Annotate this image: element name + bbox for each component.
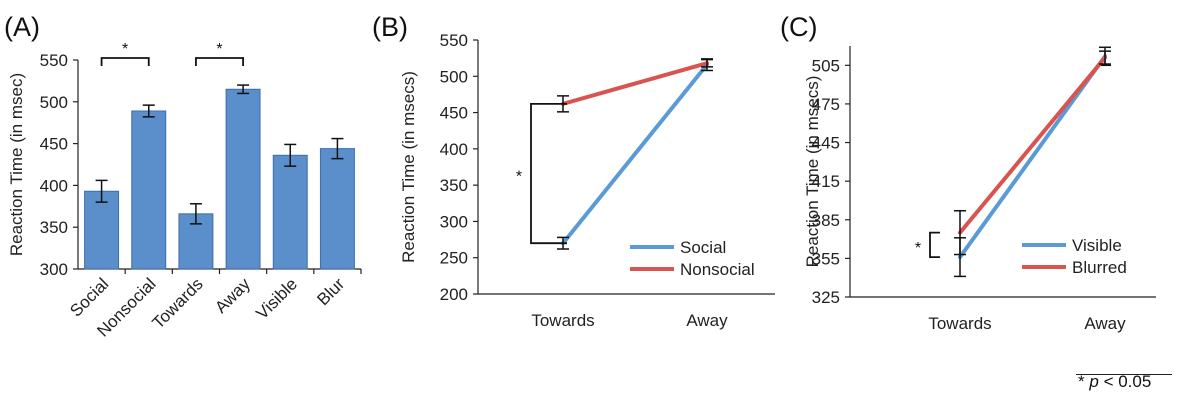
panel-3-y-tick-label: 385 — [812, 211, 840, 230]
panel-2-y-tick-label: 400 — [440, 140, 468, 159]
panel-2-y-tick-label: 450 — [440, 104, 468, 123]
panel-1-sig-star-2: * — [216, 41, 222, 58]
panel-1-y-tick-label: 400 — [40, 176, 68, 195]
panel-1-y-tick-label: 550 — [40, 51, 68, 70]
panel-2-y-tick-label: 300 — [440, 212, 468, 231]
panel-1-bar-social — [84, 190, 120, 270]
panel-2-label: (B) — [372, 12, 408, 42]
panel-3-y-tick-label: 445 — [812, 134, 840, 153]
panel-3-legend-label-visible: Visible — [1072, 236, 1122, 255]
panel-1-label: (A) — [4, 12, 40, 42]
panel-1-bar-away — [225, 88, 261, 270]
panel-2-series-social — [561, 62, 709, 246]
panel-1-y-tick-label: 500 — [40, 93, 68, 112]
panel-2-sig-bracket — [530, 102, 567, 245]
panel-3-y-tick-label: 325 — [812, 288, 840, 307]
panel-3-y-tick-label: 415 — [812, 172, 840, 191]
footnote: * p < 0.05 — [1078, 372, 1151, 392]
panel-1-bar-blur — [319, 148, 355, 270]
panel-1-sig-star-1: * — [122, 41, 128, 58]
panel-2-series-nonsocial — [561, 61, 709, 106]
panel-2-legend-label-social: Social — [680, 238, 726, 257]
footnote-threshold: < 0.05 — [1103, 372, 1152, 391]
panel-3-legend-label-blurred: Blurred — [1072, 258, 1127, 277]
panel-1-bar-visible — [272, 154, 308, 270]
panel-1-x-tick-label: Visible — [252, 274, 301, 323]
panel-2-x-tick-label: Away — [686, 311, 728, 330]
panel-3-y-tick-label: 475 — [812, 95, 840, 114]
panel-1-bar-nonsocial — [131, 110, 167, 270]
panel-2-y-tick-label: 550 — [440, 31, 468, 50]
panel-1-x-tick-label: Away — [211, 274, 254, 317]
panel-2-y-tick-label: 250 — [440, 249, 468, 268]
panel-1-x-tick-label: Social — [66, 274, 112, 320]
panel-3-x-tick-label: Away — [1084, 314, 1126, 333]
panel-1-x-tick-label: Towards — [149, 274, 207, 332]
panel-1-y-tick-label: 350 — [40, 218, 68, 237]
panel-1-y-tick-label: 300 — [40, 260, 68, 279]
panel-2-sig-star: * — [516, 169, 522, 186]
panel-3-y-tick-label: 505 — [812, 56, 840, 75]
panel-3-y-tick-label: 355 — [812, 249, 840, 268]
panel-1-y-axis-label: Reaction Time (in msec) — [7, 73, 26, 256]
panel-3-series-blurred — [958, 55, 1107, 235]
panel-2-y-axis-label: Reaction Time (in msecs) — [399, 71, 418, 263]
panel-1-sig-bracket-2 — [195, 57, 244, 66]
panel-2-x-tick-label: Towards — [531, 311, 594, 330]
panel-3-x-tick-label: Towards — [928, 314, 991, 333]
panel-3-label: (C) — [780, 12, 817, 42]
panel-2-y-tick-label: 350 — [440, 176, 468, 195]
panel-1-y-tick-label: 450 — [40, 135, 68, 154]
panel-3-sig-star: * — [915, 240, 921, 257]
footnote-star: * — [1078, 372, 1085, 391]
panel-2-y-tick-label: 200 — [440, 285, 468, 304]
panel-1-x-tick-label: Blur — [313, 274, 348, 309]
panel-1-sig-bracket-1 — [100, 57, 150, 66]
panel-3-sig-bracket — [929, 231, 940, 258]
panel-2-legend-label-nonsocial: Nonsocial — [680, 260, 755, 279]
panel-2-y-tick-label: 500 — [440, 67, 468, 86]
footnote-p: p — [1089, 372, 1099, 391]
panel-3-y-axis-label: Reaction Time (in msecs) — [803, 76, 822, 268]
footnote-rule — [1076, 374, 1172, 375]
